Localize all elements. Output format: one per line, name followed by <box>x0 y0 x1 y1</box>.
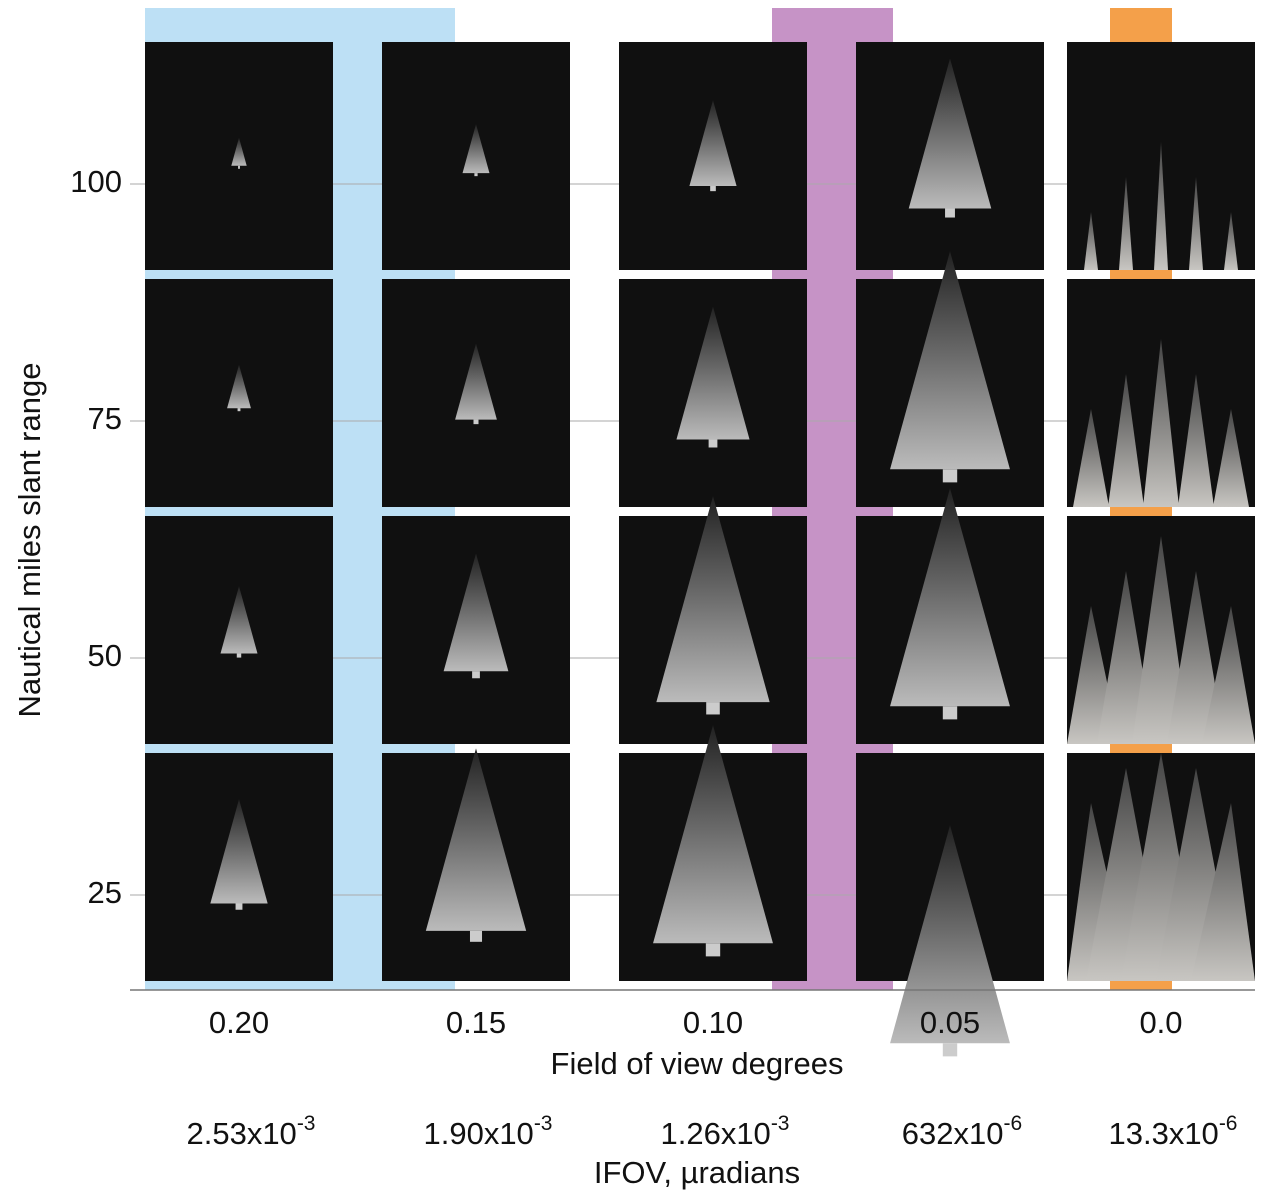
plume <box>425 748 527 931</box>
nozzle <box>942 1043 958 1057</box>
plume-stripe <box>1143 339 1179 507</box>
plume-stripe <box>1132 536 1190 744</box>
plume <box>890 825 1010 1044</box>
nozzle <box>474 173 478 177</box>
nozzle <box>942 469 958 483</box>
ifov-exponent: -3 <box>771 1112 790 1135</box>
plume-stripe <box>1084 212 1098 270</box>
plume-stripe <box>1154 142 1168 270</box>
plume <box>890 251 1010 470</box>
nozzle <box>473 419 479 425</box>
ifov-tick-label: 13.3x10-6 <box>1108 1112 1237 1152</box>
nozzle <box>705 943 721 957</box>
plume <box>220 586 258 654</box>
nozzle <box>472 671 480 679</box>
plume <box>653 725 773 944</box>
nozzle <box>942 706 958 720</box>
plume <box>210 799 268 904</box>
ifov-tick-label: 632x10-6 <box>902 1112 1022 1152</box>
x-axis-title: Field of view degrees <box>551 1046 844 1081</box>
nozzle <box>237 408 241 412</box>
ifov-base: 2.53x10 <box>186 1116 296 1151</box>
plume-stripe <box>1178 374 1214 507</box>
nozzle <box>236 653 242 658</box>
y-axis-title: Nautical miles slant range <box>12 363 47 718</box>
ifov-tick-label: 1.26x10-3 <box>660 1112 789 1152</box>
y-tick-label: 25 <box>88 875 122 910</box>
plume <box>231 137 247 166</box>
plume <box>890 488 1010 707</box>
x-tick-label: 0.20 <box>209 1005 269 1040</box>
nozzle <box>708 439 718 448</box>
ifov-title: IFOV, µradians <box>594 1155 800 1190</box>
ifov-exponent: -3 <box>534 1112 553 1135</box>
plume-stripe <box>1189 177 1203 270</box>
plume <box>462 124 490 174</box>
x-tick-label: 0.05 <box>920 1005 980 1040</box>
x-tick-label: 0.10 <box>683 1005 743 1040</box>
plume-stripe <box>1119 177 1133 270</box>
nozzle <box>706 702 720 715</box>
ifov-base: 13.3x10 <box>1108 1116 1218 1151</box>
plume-stripe <box>1073 409 1109 507</box>
plume <box>443 553 509 672</box>
plume-stripe <box>1202 606 1255 744</box>
plume-stripe <box>1108 374 1144 507</box>
y-tick-label: 100 <box>70 164 122 199</box>
nozzle <box>238 165 240 169</box>
plume <box>676 306 750 440</box>
y-tick-label: 75 <box>88 401 122 436</box>
plume-stripe <box>1167 571 1225 744</box>
x-tick-label: 0.15 <box>446 1005 506 1040</box>
nozzle <box>710 186 716 192</box>
ifov-tick-label: 2.53x10-3 <box>186 1112 315 1152</box>
plume <box>227 364 251 409</box>
ifov-base: 1.90x10 <box>423 1116 533 1151</box>
ifov-exponent: -6 <box>1219 1112 1238 1135</box>
x-tick-label: 0.0 <box>1139 1005 1182 1040</box>
plume <box>689 100 737 187</box>
nozzle <box>235 903 243 910</box>
nozzle <box>945 208 955 218</box>
ifov-tick-label: 1.90x10-3 <box>423 1112 552 1152</box>
ifov-base: 1.26x10 <box>660 1116 770 1151</box>
y-tick-label: 50 <box>88 638 122 673</box>
plume-stripe <box>1191 803 1255 981</box>
ifov-exponent: -3 <box>297 1112 316 1135</box>
ifov-base: 632x10 <box>902 1116 1004 1151</box>
plume <box>455 343 497 420</box>
nozzle <box>469 930 483 942</box>
plume-stripe <box>1213 409 1249 507</box>
plume <box>908 58 992 209</box>
ifov-exponent: -6 <box>1004 1112 1023 1135</box>
plume <box>656 496 770 703</box>
plume-stripe <box>1224 212 1238 270</box>
